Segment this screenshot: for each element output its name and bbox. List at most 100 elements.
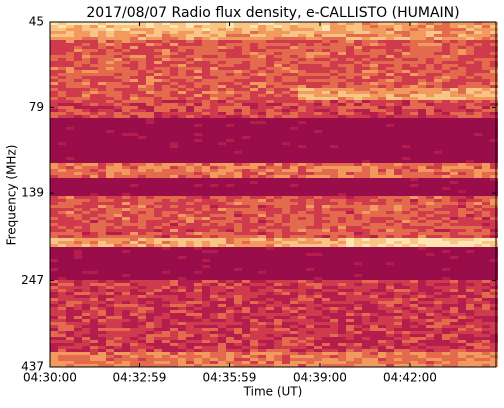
texture-cell [426, 283, 434, 286]
texture-cell [90, 208, 98, 211]
texture-cell [234, 55, 242, 58]
texture-cell [442, 100, 450, 103]
texture-cell [154, 151, 162, 154]
texture-cell [90, 172, 98, 175]
texture-cell [130, 163, 138, 166]
texture-cell [458, 193, 466, 196]
texture-cell [282, 184, 290, 187]
texture-cell [146, 271, 154, 274]
texture-cell [322, 265, 330, 268]
texture-cell [114, 172, 122, 175]
texture-cell [90, 151, 98, 154]
texture-cell [106, 235, 114, 238]
texture-cell [450, 244, 458, 247]
texture-cell [258, 88, 266, 91]
texture-cell [466, 52, 474, 55]
texture-cell [378, 193, 386, 196]
texture-cell [274, 133, 282, 136]
texture-cell [242, 181, 250, 184]
texture-cell [402, 103, 410, 106]
texture-cell [386, 217, 394, 220]
texture-cell [66, 235, 74, 238]
texture-cell [338, 70, 346, 73]
texture-cell [298, 250, 306, 253]
texture-cell [98, 160, 106, 163]
texture-cell [402, 37, 410, 40]
texture-cell [242, 139, 250, 142]
texture-cell [242, 280, 250, 283]
texture-cell [482, 37, 490, 40]
texture-cell [450, 58, 458, 61]
texture-cell [386, 40, 394, 43]
texture-cell [306, 238, 314, 241]
texture-cell [210, 262, 218, 265]
texture-cell [250, 55, 258, 58]
texture-cell [282, 283, 290, 286]
texture-cell [66, 169, 74, 172]
texture-cell [402, 184, 410, 187]
texture-cell [170, 145, 178, 148]
texture-cell [314, 214, 322, 217]
texture-cell [154, 247, 162, 250]
texture-cell [242, 103, 250, 106]
texture-cell [50, 70, 58, 73]
texture-cell [234, 280, 242, 283]
texture-cell [74, 244, 82, 247]
texture-cell [330, 244, 338, 247]
texture-cell [426, 118, 434, 121]
texture-cell [330, 208, 338, 211]
texture-cell [394, 265, 402, 268]
texture-cell [74, 211, 82, 214]
texture-cell [170, 184, 178, 187]
texture-cell [194, 64, 202, 67]
texture-cell [74, 109, 82, 112]
texture-cell [370, 166, 378, 169]
texture-cell [282, 82, 290, 85]
texture-cell [290, 235, 298, 238]
texture-cell [330, 190, 338, 193]
texture-cell [122, 103, 130, 106]
texture-cell [370, 46, 378, 49]
texture-cell [90, 46, 98, 49]
texture-cell [210, 43, 218, 46]
texture-cell [154, 124, 162, 127]
texture-cell [114, 160, 122, 163]
texture-cell [298, 280, 306, 283]
texture-cell [98, 181, 106, 184]
texture-cell [146, 127, 154, 130]
texture-cell [186, 91, 194, 94]
texture-cell [50, 76, 58, 79]
texture-cell [234, 235, 242, 238]
texture-cell [490, 31, 498, 34]
texture-cell [410, 175, 418, 178]
texture-cell [274, 238, 282, 241]
texture-cell [58, 208, 66, 211]
texture-cell [202, 160, 210, 163]
texture-cell [466, 61, 474, 64]
texture-cell [386, 253, 394, 256]
texture-cell [386, 265, 394, 268]
texture-cell [282, 145, 290, 148]
texture-cell [170, 271, 178, 274]
texture-cell [98, 208, 106, 211]
texture-cell [466, 196, 474, 199]
texture-cell [50, 139, 58, 142]
texture-cell [98, 145, 106, 148]
texture-cell [98, 229, 106, 232]
texture-cell [426, 139, 434, 142]
texture-cell [90, 61, 98, 64]
texture-cell [186, 154, 194, 157]
texture-cell [338, 133, 346, 136]
texture-cell [58, 226, 66, 229]
texture-cell [314, 280, 322, 283]
texture-cell [322, 34, 330, 37]
texture-cell [178, 205, 186, 208]
texture-cell [474, 223, 482, 226]
texture-cell [194, 112, 202, 115]
texture-cell [274, 91, 282, 94]
texture-cell [226, 190, 234, 193]
texture-cell [482, 148, 490, 151]
texture-cell [354, 280, 362, 283]
texture-cell [146, 163, 154, 166]
texture-cell [410, 241, 418, 244]
